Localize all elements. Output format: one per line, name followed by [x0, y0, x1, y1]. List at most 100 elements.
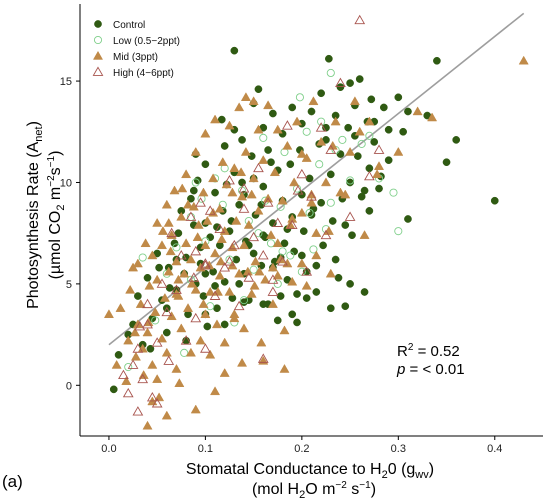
mid-point: [345, 146, 356, 156]
legend-label-mid: Mid (3ppt): [113, 52, 158, 63]
mid-point: [234, 102, 245, 112]
mid-point: [282, 140, 293, 150]
mid-point: [181, 238, 192, 248]
high-point: [188, 272, 200, 282]
low-point: [259, 133, 268, 142]
mid-point: [272, 124, 283, 134]
high-point: [142, 298, 153, 309]
mid-point: [198, 187, 209, 197]
control-point: [211, 282, 219, 290]
mid-point: [296, 148, 307, 158]
mid-point: [306, 197, 317, 207]
mid-point: [132, 258, 143, 268]
mid-point: [216, 234, 227, 243]
low-point: [305, 208, 314, 217]
mid-point: [163, 266, 174, 276]
high-point: [137, 373, 149, 384]
legend-marker-control: [94, 20, 102, 28]
legend: Control Low (0.5−2ppt) Mid (3ppt) High (4−6…: [92, 20, 180, 79]
mid-point: [183, 199, 194, 209]
low-point: [394, 227, 403, 236]
high-point: [292, 185, 304, 195]
mid-point: [393, 146, 404, 156]
mid-point: [198, 299, 209, 308]
mid-point: [265, 230, 277, 239]
mid-point: [147, 359, 158, 369]
mid-point: [316, 136, 327, 146]
control-point: [240, 298, 248, 306]
high-point: [175, 249, 187, 260]
control-point: [360, 186, 369, 195]
control-point: [375, 184, 383, 193]
mid-point: [253, 124, 264, 134]
control-point: [235, 200, 244, 209]
control-point: [404, 107, 412, 116]
control-point: [220, 142, 229, 150]
mid-point: [215, 256, 226, 266]
control-point: [280, 239, 289, 248]
high-point: [335, 77, 346, 87]
control-point: [276, 292, 285, 300]
low-point: [266, 239, 276, 248]
mid-point: [349, 96, 360, 106]
low-point: [249, 265, 258, 274]
mid-point: [229, 313, 240, 323]
high-point: [272, 217, 284, 227]
low-point: [357, 139, 366, 148]
control-point: [307, 211, 316, 219]
mid-point: [121, 376, 132, 385]
high-point: [195, 197, 206, 207]
mid-point: [224, 286, 235, 296]
control-point: [328, 217, 337, 225]
mid-point: [287, 213, 298, 223]
control-point: [203, 322, 212, 331]
control-point: [307, 107, 316, 116]
control-point: [317, 198, 325, 207]
mid-point: [238, 240, 250, 250]
high-point: [127, 359, 139, 369]
control-point: [232, 255, 241, 264]
x-tick-label: 0.0: [101, 443, 116, 455]
mid-point: [111, 359, 122, 369]
low-point: [239, 296, 249, 305]
mid-point: [123, 335, 134, 345]
mid-point: [161, 347, 172, 357]
mid-point: [217, 157, 228, 166]
control-point: [379, 103, 388, 112]
control-point: [293, 290, 301, 298]
control-point: [365, 207, 374, 215]
low-point: [151, 316, 160, 325]
mid-point: [412, 106, 423, 116]
high-point: [363, 170, 375, 181]
control-point: [331, 255, 340, 264]
control-point: [259, 231, 268, 240]
control-point: [201, 160, 210, 169]
control-point: [325, 54, 333, 63]
legend-marker-low: [93, 35, 103, 45]
y-tick-label: 0: [66, 380, 72, 392]
y-tick-label: 15: [60, 76, 72, 88]
mid-point: [210, 386, 221, 396]
mid-point: [208, 173, 219, 183]
control-point: [109, 385, 118, 394]
control-point: [267, 158, 275, 167]
mid-point: [115, 303, 126, 312]
mid-point: [301, 280, 312, 290]
control-point: [442, 158, 451, 167]
high-point: [200, 343, 211, 353]
high-point: [134, 320, 146, 331]
control-point: [346, 280, 354, 288]
control-point: [433, 56, 441, 65]
mid-point: [202, 215, 213, 225]
high-point: [151, 337, 163, 347]
high-point: [267, 274, 279, 284]
mid-point: [250, 256, 261, 266]
control-point: [201, 269, 210, 278]
mid-point: [236, 167, 247, 177]
control-point: [355, 75, 364, 83]
mid-point: [200, 128, 211, 138]
mid-point: [292, 116, 303, 126]
control-point: [384, 156, 393, 165]
mid-point: [135, 299, 146, 308]
legend-label-low: Low (0.5−2ppt): [113, 36, 180, 47]
